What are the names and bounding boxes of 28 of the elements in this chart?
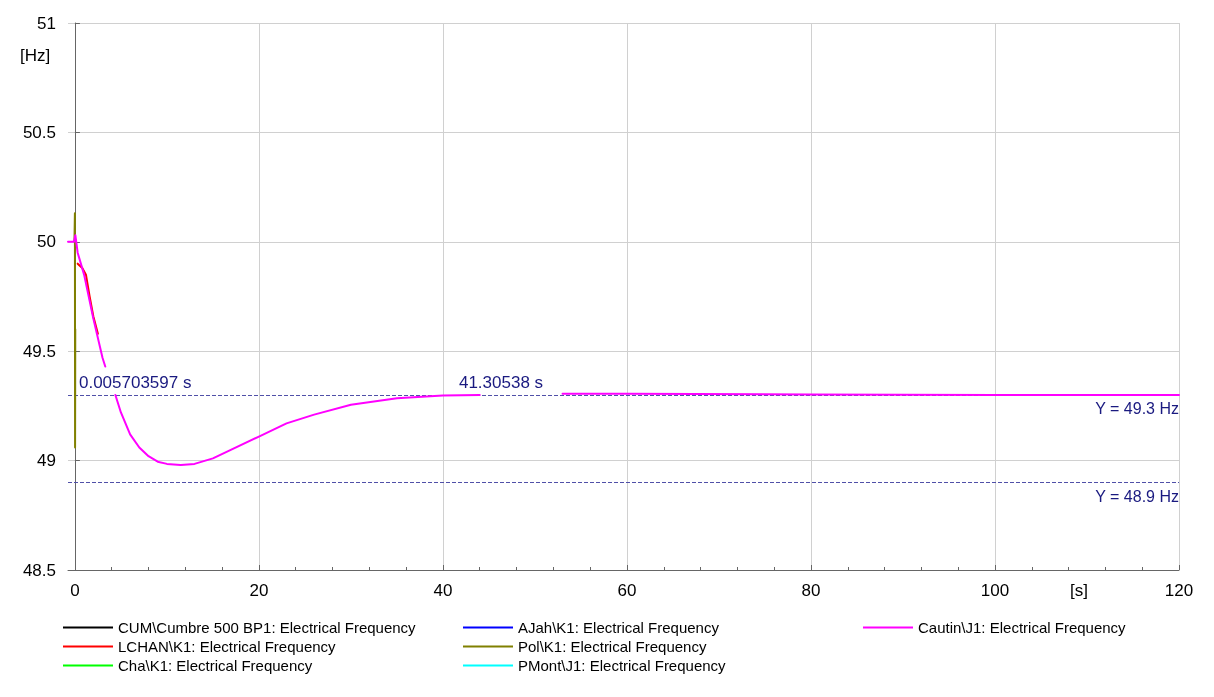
- x-tick-label: 120: [1164, 581, 1194, 600]
- annotation: 0.005703597 s: [78, 372, 192, 392]
- x-tick-label: 0: [70, 581, 80, 600]
- legend-label: Cha\K1: Electrical Frequency: [118, 657, 313, 674]
- ref-line-label: Y = 49.3 Hz: [1095, 400, 1179, 418]
- x-tick-label: 60: [617, 581, 637, 600]
- legend-label: LCHAN\K1: Electrical Frequency: [118, 638, 337, 655]
- y-tick-label: 48.5: [22, 560, 56, 580]
- ref-line-label: Y = 48.9 Hz: [1095, 487, 1179, 505]
- y-tick-label: 49: [37, 451, 56, 471]
- line-series: [76, 262, 99, 335]
- y-axis-title: [Hz]: [20, 46, 51, 66]
- legend-label: Cautin\J1: Electrical Frequency: [918, 619, 1127, 636]
- line-series: [73, 212, 77, 449]
- y-tick-label: 51: [37, 13, 56, 33]
- y-tick-label: 49.5: [22, 341, 56, 361]
- legend-label: PMont\J1: Electrical Frequency: [518, 657, 727, 674]
- legend-label: Pol\K1: Electrical Frequency: [518, 638, 707, 655]
- x-tick-label: 40: [433, 581, 453, 600]
- x-axis-title: [s]: [1070, 581, 1088, 600]
- legend-label: CUM\Cumbre 500 BP1: Electrical Frequency: [118, 619, 417, 636]
- x-tick-label: 100: [980, 581, 1010, 600]
- x-tick-label: 80: [801, 581, 821, 600]
- y-tick-label: 50: [37, 232, 56, 252]
- x-tick-label: 20: [249, 581, 269, 600]
- y-tick-label: 50.5: [22, 122, 56, 142]
- legend-label: AJah\K1: Electrical Frequency: [518, 619, 720, 636]
- annotation: 41.30538 s: [458, 372, 544, 392]
